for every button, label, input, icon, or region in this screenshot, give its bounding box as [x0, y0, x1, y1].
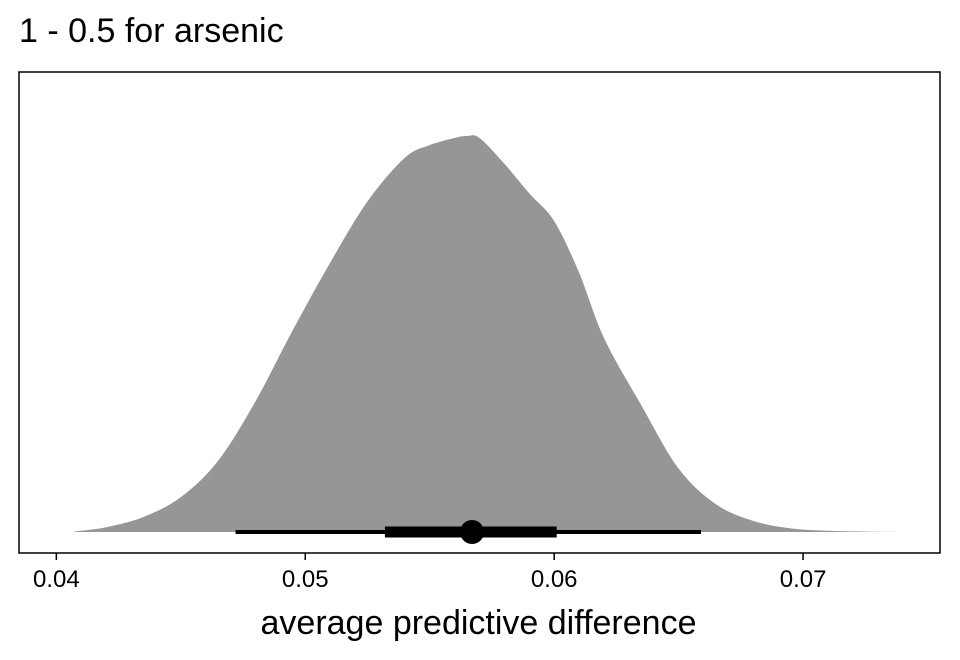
x-axis-ticks: 0.04 0.05 0.06 0.07	[33, 553, 826, 593]
x-tick-label: 0.04	[33, 566, 80, 593]
x-tick-label: 0.07	[780, 566, 827, 593]
chart-title: 1 - 0.5 for arsenic	[19, 12, 284, 50]
point-estimate-dot	[460, 520, 485, 544]
density-area	[73, 135, 911, 532]
x-axis-title: average predictive difference	[261, 604, 697, 642]
panel-border	[18, 71, 941, 554]
x-tick-label: 0.05	[282, 566, 329, 593]
x-tick-label: 0.06	[531, 566, 578, 593]
